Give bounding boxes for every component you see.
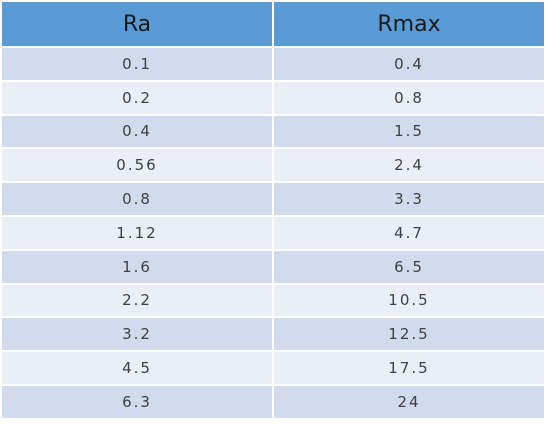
table-cell: 2.2 xyxy=(2,284,272,317)
table-row: 0.2 0.8 xyxy=(2,81,544,114)
table-cell: 0.4 xyxy=(274,48,544,80)
table-row: 2.2 10.5 xyxy=(2,284,544,317)
table-cell: 12.5 xyxy=(274,318,544,351)
table-cell: 4.7 xyxy=(274,216,544,249)
table-cell: 1.12 xyxy=(2,216,272,249)
table-cell: 3.2 xyxy=(2,318,272,351)
table-cell: 6.3 xyxy=(2,385,272,418)
table-row: 0.1 0.4 xyxy=(2,48,544,80)
table-cell: 0.56 xyxy=(2,149,272,182)
table-row: 6.3 24 xyxy=(2,385,544,418)
table-row: 0.8 3.3 xyxy=(2,183,544,215)
table-row: 3.2 12.5 xyxy=(2,318,544,351)
header-cell: Rmax xyxy=(274,2,544,46)
table-row: 1.12 4.7 xyxy=(2,216,544,249)
table-cell: 24 xyxy=(274,385,544,418)
table-row: 0.56 2.4 xyxy=(2,149,544,182)
table-cell: 0.8 xyxy=(2,183,272,215)
table-body: 0.1 0.4 0.2 0.8 0.4 1.5 0.56 2.4 0.8 3.3 1.12 4.7 1.… xyxy=(2,48,544,418)
table-cell: 0.1 xyxy=(2,48,272,80)
table-cell: 1.6 xyxy=(2,250,272,283)
table-cell: 3.3 xyxy=(274,183,544,215)
table-cell: 1.5 xyxy=(274,115,544,148)
table-row: 4.5 17.5 xyxy=(2,352,544,384)
table-cell: 17.5 xyxy=(274,352,544,384)
table-row: 1.6 6.5 xyxy=(2,250,544,283)
table-cell: 6.5 xyxy=(274,250,544,283)
table-header: Ra Rmax xyxy=(2,2,544,46)
table-cell: 0.8 xyxy=(274,81,544,114)
header-row: Ra Rmax xyxy=(2,2,544,46)
table-cell: 4.5 xyxy=(2,352,272,384)
table-cell: 0.4 xyxy=(2,115,272,148)
table-row: 0.4 1.5 xyxy=(2,115,544,148)
table-cell: 0.2 xyxy=(2,81,272,114)
table-cell: 2.4 xyxy=(274,149,544,182)
table-cell: 10.5 xyxy=(274,284,544,317)
header-cell: Ra xyxy=(2,2,272,46)
